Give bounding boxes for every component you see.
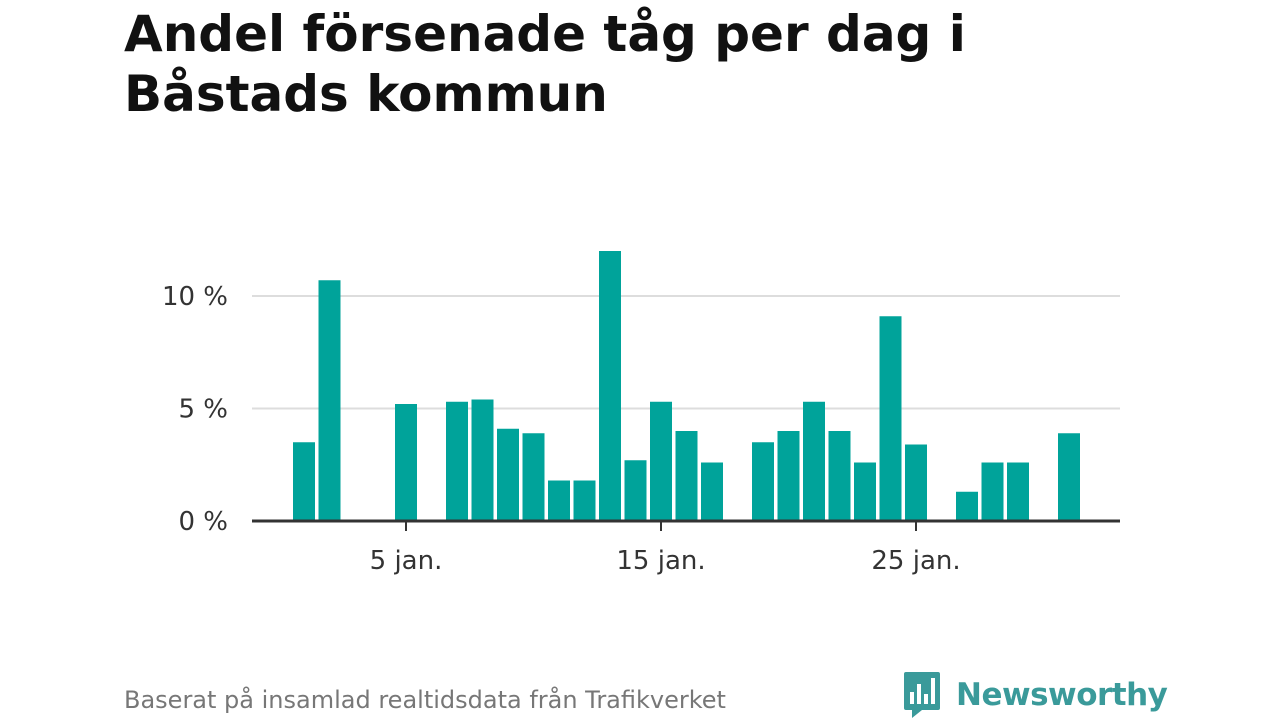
x-axis: 5 jan. 15 jan. 25 jan. [252,519,1120,576]
bar [573,480,596,521]
bar [624,460,647,521]
bar [701,462,723,521]
bar [548,480,570,521]
bar [650,401,672,521]
bar [956,491,978,521]
bar [752,442,774,521]
bar [981,462,1004,521]
bar-chart: 5 jan. 15 jan. 25 jan. 0 % 5 % 10 % [162,251,1120,576]
bar [777,431,800,521]
x-tick-label: 25 jan. [871,546,960,576]
source-note: Baserat på insamlad realtidsdata från Tr… [124,686,726,714]
y-tick-label: 10 % [162,282,228,312]
bar [522,433,545,521]
bar [497,428,519,521]
bar [828,431,851,521]
bar [446,401,468,521]
bar [879,316,902,521]
bars [293,251,1080,521]
bar [1007,462,1029,521]
y-tick-label: 0 % [178,507,228,537]
brand-logo: Newsworthy [902,670,1168,720]
bar [1058,433,1080,521]
y-axis: 0 % 5 % 10 % [162,282,228,537]
bar [599,251,621,521]
bar [471,399,494,521]
x-tick-label: 5 jan. [370,546,443,576]
gridlines [252,295,1120,410]
bar [803,401,825,521]
bar [675,431,698,521]
bar [854,462,876,521]
newsworthy-logo-icon [904,672,940,718]
bar [318,280,341,521]
y-tick-label: 5 % [178,395,228,425]
chart-title: Andel försenade tåg per dag i Båstads ko… [124,5,966,123]
bar [395,404,417,521]
bar [293,442,315,521]
brand-name: Newsworthy [956,677,1168,713]
bar [905,444,927,521]
x-tick-label: 15 jan. [616,546,705,576]
